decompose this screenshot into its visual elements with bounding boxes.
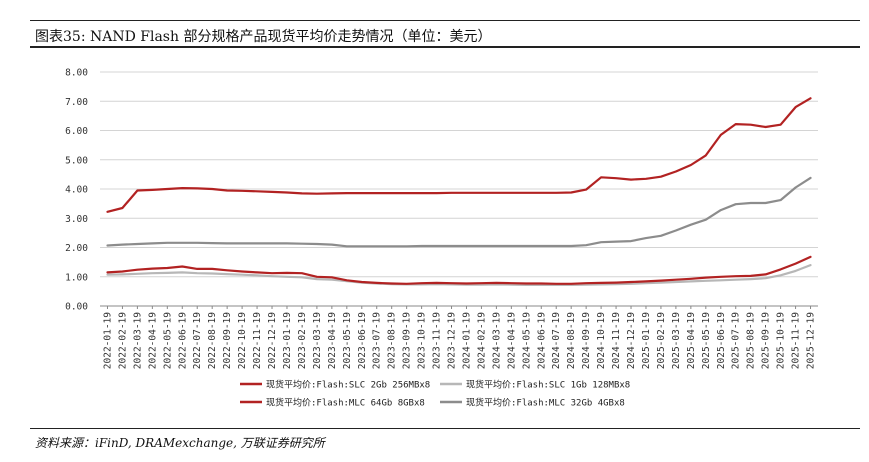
legend: 现货平均价:Flash:SLC 2Gb 256MBx8 现货平均价:Flash:S… xyxy=(240,379,630,409)
y-tick-label: 5.00 xyxy=(65,155,88,166)
source-note: 资料来源：iFinD, DRAMexchange, 万联证券研究所 xyxy=(35,436,325,450)
x-tick-label: 2025-02-19 xyxy=(656,312,667,369)
series-line xyxy=(106,97,812,213)
x-tick-label: 2025-12-19 xyxy=(806,312,817,369)
x-tick-label: 2024-10-19 xyxy=(596,312,607,369)
x-tick-label: 2025-08-19 xyxy=(746,312,757,369)
y-tick-label: 4.00 xyxy=(65,185,88,196)
legend-label: 现货平均价:Flash:MLC 64Gb 8GBx8 xyxy=(266,397,425,409)
y-tick-label: 0.00 xyxy=(65,302,88,313)
y-tick-label: 2.00 xyxy=(65,243,88,254)
figure-title: 图表35: NAND Flash 部分规格产品现货平均价走势情况（单位：美元） xyxy=(35,29,492,45)
x-tick-label: 2024-09-19 xyxy=(581,312,592,369)
x-tick-label: 2022-09-19 xyxy=(222,312,233,369)
x-tick-label: 2023-01-19 xyxy=(282,312,293,369)
x-tick-label: 2024-08-19 xyxy=(566,312,577,369)
series-line xyxy=(106,255,812,285)
x-tick-label: 2023-10-19 xyxy=(417,312,428,369)
x-tick-label: 2024-05-19 xyxy=(521,312,532,369)
x-tick-label: 2023-08-19 xyxy=(387,312,398,369)
gridlines xyxy=(100,71,818,307)
legend-label: 现货平均价:Flash:SLC 2Gb 256MBx8 xyxy=(266,379,430,391)
x-tick-label: 2025-10-19 xyxy=(776,312,787,369)
x-tick-label: 2022-10-19 xyxy=(237,312,248,369)
x-tick-label: 2024-07-19 xyxy=(551,312,562,369)
x-tick-label: 2023-09-19 xyxy=(402,312,413,369)
x-tick-label: 2022-05-19 xyxy=(162,312,173,369)
x-tick-label: 2023-06-19 xyxy=(357,312,368,369)
x-tick-label: 2025-03-19 xyxy=(671,312,682,369)
y-tick-label: 8.00 xyxy=(65,68,88,79)
x-tick-label: 2022-07-19 xyxy=(192,312,203,369)
series-line xyxy=(106,264,812,286)
bottom-rule xyxy=(30,428,860,429)
x-tick-label: 2022-08-19 xyxy=(207,312,218,369)
x-tick-label: 2022-06-19 xyxy=(177,312,188,369)
x-tick-label: 2024-04-19 xyxy=(506,312,517,369)
top-rule xyxy=(30,20,860,21)
x-tick-label: 2022-11-19 xyxy=(252,312,263,369)
title-rule xyxy=(30,46,860,48)
x-tick-label: 2025-09-19 xyxy=(761,312,772,369)
line-chart: 0.00 1.00 2.00 3.00 4.00 5.00 6.00 7.00 8.00 202… xyxy=(65,68,818,409)
x-tick-label: 2025-11-19 xyxy=(791,312,802,369)
legend-label: 现货平均价:Flash:MLC 32Gb 4GBx8 xyxy=(466,397,625,409)
x-tick-label: 2025-01-19 xyxy=(641,312,652,369)
x-tick-label: 2024-02-19 xyxy=(476,312,487,369)
y-tick-label: 1.00 xyxy=(65,272,88,283)
x-tick-label: 2022-03-19 xyxy=(132,312,143,369)
x-tick-label: 2024-11-19 xyxy=(611,312,622,369)
x-tick-label: 2025-05-19 xyxy=(701,312,712,369)
y-axis-ticks: 0.00 1.00 2.00 3.00 4.00 5.00 6.00 7.00 8.00 xyxy=(65,68,88,313)
x-tick-label: 2023-05-19 xyxy=(342,312,353,369)
x-tick-label: 2023-04-19 xyxy=(327,312,338,369)
y-tick-label: 3.00 xyxy=(65,214,88,225)
x-tick-label: 2024-12-19 xyxy=(626,312,637,369)
x-tick-label: 2025-07-19 xyxy=(731,312,742,369)
x-tick-label: 2025-06-19 xyxy=(716,312,727,369)
x-tick-label: 2023-07-19 xyxy=(372,312,383,369)
x-tick-label: 2023-03-19 xyxy=(312,312,323,369)
x-tick-label: 2022-02-19 xyxy=(117,312,128,369)
x-tick-label: 2023-02-19 xyxy=(297,312,308,369)
y-tick-label: 7.00 xyxy=(65,97,88,108)
x-tick-label: 2022-01-19 xyxy=(102,312,113,369)
x-tick-label: 2023-11-19 xyxy=(432,312,443,369)
x-tick-label: 2024-06-19 xyxy=(536,312,547,369)
x-tick-label: 2022-12-19 xyxy=(267,312,278,369)
y-tick-label: 6.00 xyxy=(65,126,88,137)
legend-label: 现货平均价:Flash:SLC 1Gb 128MBx8 xyxy=(466,379,630,391)
x-tick-label: 2022-04-19 xyxy=(147,312,158,369)
series-line xyxy=(106,176,812,248)
series-lines xyxy=(106,97,812,286)
x-tick-label: 2025-04-19 xyxy=(686,312,697,369)
x-axis-ticks: 2022-01-19 2022-02-19 2022-03-19 2022-04-19… xyxy=(102,306,817,369)
x-tick-label: 2023-12-19 xyxy=(447,312,458,369)
x-tick-label: 2024-03-19 xyxy=(491,312,502,369)
x-tick-label: 2024-01-19 xyxy=(461,312,472,369)
